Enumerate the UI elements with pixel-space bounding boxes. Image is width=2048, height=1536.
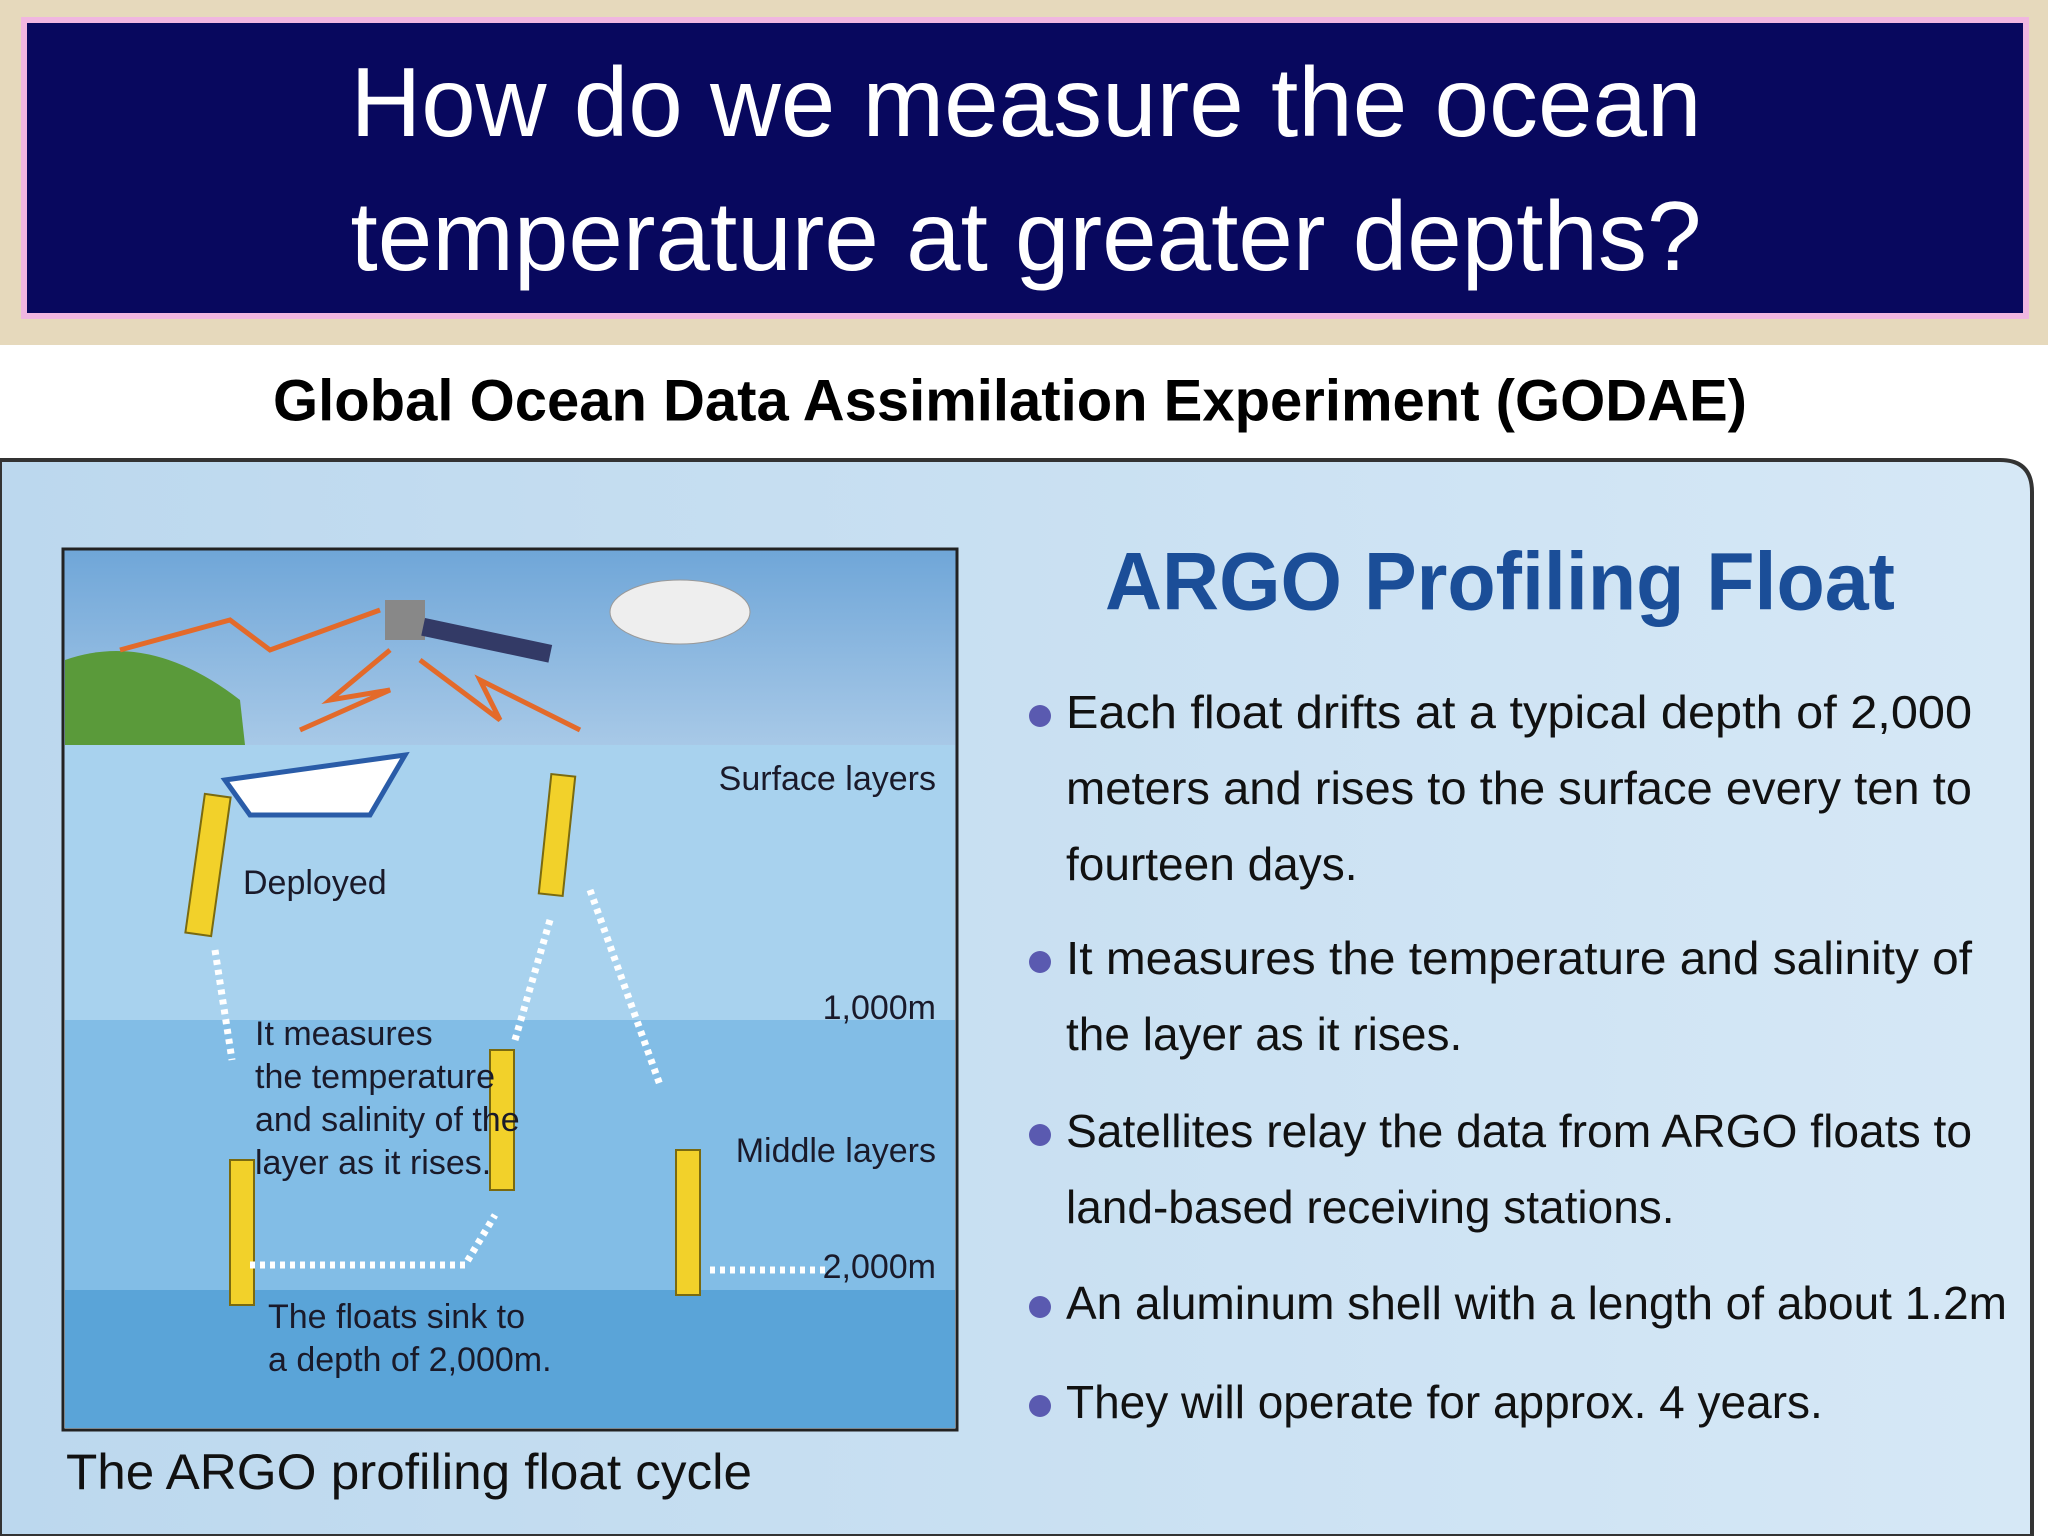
diagram-label: Deployed [243, 864, 387, 902]
diagram-label: Surface layers [719, 760, 936, 798]
deep-layer [65, 1290, 955, 1428]
bullet-text: Satellites relay the data from ARGO floa… [1066, 1105, 1972, 1157]
signal [119, 607, 582, 733]
bullet-text: fourteen days. [1066, 838, 1358, 890]
diagram-note: and salinity of the [255, 1101, 520, 1139]
bullet-dot [1029, 1395, 1051, 1417]
island [65, 651, 245, 745]
diagram-label: 2,000m [823, 1248, 936, 1286]
bullet-dot [1029, 1296, 1051, 1318]
diagram-note: The floats sink to [268, 1298, 525, 1336]
diagram-caption: The ARGO profiling float cycle [66, 1444, 752, 1500]
diagram-note: a depth of 2,000m. [268, 1341, 552, 1379]
title-box [21, 17, 2029, 319]
bullet-text: An aluminum shell with a length of about… [1066, 1277, 2007, 1329]
ship [220, 751, 410, 818]
bullet-text: land-based receiving stations. [1066, 1181, 1675, 1233]
title-line: How do we measure the ocean [351, 47, 1702, 157]
bullet-dot [1029, 705, 1051, 727]
diagram-note: It measures [255, 1015, 433, 1053]
diagram: Surface layers Deployed 1,000m Middle la… [61, 547, 959, 1432]
diagram-note: the temperature [255, 1058, 495, 1096]
bullet-text: meters and rises to the surface every te… [1066, 762, 1972, 814]
subtitle: Global Ocean Data Assimilation Experimen… [273, 368, 1747, 433]
diagram-label: Middle layers [736, 1132, 936, 1170]
diagram-label: 1,000m [823, 989, 936, 1027]
bullet-text: It measures the temperature and salinity… [1066, 932, 1972, 984]
diagram-note: layer as it rises. [255, 1144, 491, 1182]
bullet-dot [1029, 1124, 1051, 1146]
subtitle-band [0, 345, 2048, 457]
panel-title: ARGO Profiling Float [1105, 537, 1895, 628]
bullet-text: They will operate for approx. 4 years. [1066, 1376, 1823, 1428]
satellite [385, 600, 553, 663]
cloud [609, 579, 751, 645]
bullet-text: Each float drifts at a typical depth of … [1066, 686, 1972, 738]
title-line: temperature at greater depths? [350, 181, 1701, 291]
bullet-text: the layer as it rises. [1066, 1008, 1462, 1060]
floats [184, 772, 701, 1306]
cycle-arrows [211, 888, 825, 1274]
bullet-dot [1029, 951, 1051, 973]
